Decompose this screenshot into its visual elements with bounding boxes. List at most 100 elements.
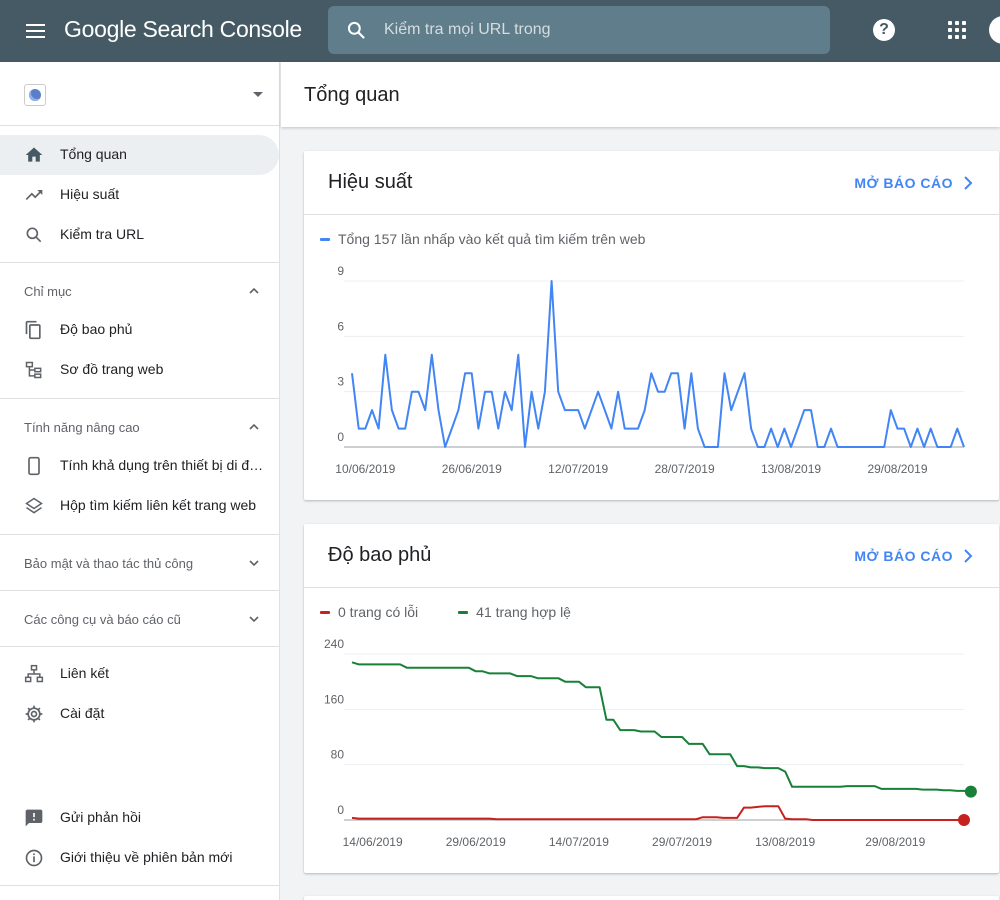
x-tick-label: 14/07/2019 [549,835,609,849]
property-selector[interactable] [0,62,279,126]
sidebar-item-coverage[interactable]: Độ bao phủ [0,310,279,350]
section-label: Chỉ mục [24,284,72,299]
search-icon[interactable] [346,20,366,40]
sidebar-item-feedback[interactable]: Gửi phản hồi [0,798,279,838]
card-divider [304,214,999,215]
section-legacy-tools[interactable]: Các công cụ và báo cáo cũ [0,599,279,639]
page-title: Tổng quan [304,84,400,106]
performance-chart[interactable]: 0 3 6 9 10/06/2019 26/06/2019 12/07/2019 28/07/… [304,251,999,491]
card-title: Độ bao phủ [328,544,432,566]
sidebar-item-label: Gửi phản hồi [60,809,141,825]
series-end-dot [964,785,977,798]
page-header: Tổng quan [281,62,1000,127]
sidebar-item-links[interactable]: Liên kết [0,654,279,694]
layers-icon [25,497,43,514]
x-tick-label: 12/07/2019 [548,462,608,476]
info-icon [25,849,43,867]
y-tick-label: 0 [337,803,344,817]
sidebar-item-about-new-version[interactable]: Giới thiệu về phiên bản mới [0,838,279,878]
sidebar-divider [0,398,279,399]
section-index[interactable]: Chỉ mục [0,271,279,311]
y-tick-label: 6 [337,319,344,333]
x-tick-label: 29/06/2019 [446,835,506,849]
sidebar-item-sitemaps[interactable]: Sơ đồ trang web [0,350,279,390]
x-tick-label: 29/08/2019 [867,462,927,476]
sidebar-divider [0,534,279,535]
sidebar-item-performance[interactable]: Hiệu suất [0,175,279,215]
y-tick-label: 240 [324,637,344,651]
section-security[interactable]: Bảo mật và thao tác thủ công [0,543,279,583]
card-title: Hiệu suất [328,171,413,193]
chevron-up-icon [249,423,259,430]
sidebar-item-mobile-usability[interactable]: Tính khả dụng trên thiết bị di động [0,446,279,486]
open-report-label: MỞ BÁO CÁO [854,175,953,191]
open-performance-report-link[interactable]: MỞ BÁO CÁO [854,175,973,191]
sidebar-item-label: Cài đặt [60,705,105,721]
sidebar-item-label: Kiểm tra URL [60,226,145,242]
open-coverage-report-link[interactable]: MỞ BÁO CÁO [854,548,973,564]
sidebar-divider [0,590,279,591]
sidebar-divider [0,646,279,647]
sidebar-item-label: Tổng quan [60,146,127,162]
section-enhancements[interactable]: Tính năng nâng cao [0,407,279,447]
brand-prefix: Google [64,16,137,42]
url-inspect-search [328,6,830,54]
x-tick-label: 26/06/2019 [442,462,502,476]
series-line [351,805,964,821]
x-tick-label: 13/08/2019 [761,462,821,476]
chart-legend: 0 trang có lỗi 41 trang hợp lệ [320,604,611,620]
y-tick-label: 80 [331,748,345,762]
legend-label: 0 trang có lỗi [338,604,419,620]
sidebar-item-overview[interactable]: Tổng quan [0,135,279,175]
x-tick-label: 10/06/2019 [335,462,395,476]
x-tick-label: 13/08/2019 [755,835,815,849]
legend-swatch-clicks [320,237,330,241]
sidebar-item-label: Hiệu suất [60,186,120,202]
legend-clicks[interactable]: Tổng 157 lần nhấp vào kết quả tìm kiếm t… [320,231,645,247]
help-icon[interactable]: ? [873,19,895,41]
open-report-label: MỞ BÁO CÁO [854,548,953,564]
brand-suffix: Search Console [142,16,302,42]
app-logo[interactable]: Google Search Console [64,16,302,43]
section-label: Các công cụ và báo cáo cũ [24,612,181,627]
search-icon [26,227,42,243]
feedback-icon [25,809,43,827]
sidebar-item-label: Độ bao phủ [60,321,133,337]
legend-valid[interactable]: 41 trang hợp lệ [458,604,571,620]
sidebar-item-url-inspection[interactable]: Kiểm tra URL [0,215,279,255]
sidebar-item-label: Tính khả dụng trên thiết bị di động [60,457,265,473]
phone-icon [28,456,40,476]
chart-legend: Tổng 157 lần nhấp vào kết quả tìm kiếm t… [320,231,685,247]
x-tick-label: 29/08/2019 [865,835,925,849]
chevron-up-icon [249,287,259,294]
menu-icon[interactable] [24,19,48,43]
chevron-down-icon [249,616,259,623]
chevron-down-icon [249,560,259,567]
search-input[interactable] [384,6,814,54]
sidebar-item-label: Hộp tìm kiếm liên kết trang web [60,497,257,513]
sidebar-item-label: Liên kết [60,665,110,681]
legend-label: Tổng 157 lần nhấp vào kết quả tìm kiếm t… [338,231,646,247]
account-avatar[interactable] [989,16,1000,44]
coverage-chart[interactable]: 0 80 160 240 14/06/2019 29/06/2019 14/07/2019 2… [304,624,999,864]
sidebar-item-settings[interactable]: Cài đặt [0,694,279,734]
apps-grid-icon[interactable] [948,21,966,39]
sidebar-divider [0,262,279,263]
legend-errors[interactable]: 0 trang có lỗi [320,604,418,620]
globe-icon [24,84,46,106]
performance-card: Hiệu suất MỞ BÁO CÁO Tổng 157 lần nhấp v… [304,151,999,500]
section-label: Bảo mật và thao tác thủ công [24,556,194,571]
gear-icon [25,705,43,723]
sidebar-item-label: Sơ đồ trang web [60,361,164,377]
legend-label: 41 trang hợp lệ [476,604,571,620]
top-app-bar: Google Search Console ? [0,0,1000,62]
sidebar: Tổng quan Hiệu suất Kiểm tra URL Chỉ mục… [0,62,280,900]
card-divider [304,587,999,588]
y-tick-label: 9 [337,264,344,278]
chevron-right-icon [964,549,973,563]
legend-swatch-errors [320,610,330,614]
series-line [351,280,965,448]
sidebar-item-label: Giới thiệu về phiên bản mới [60,849,233,865]
copy-icon [25,320,41,340]
sidebar-item-sitelinks-searchbox[interactable]: Hộp tìm kiếm liên kết trang web [0,486,279,526]
